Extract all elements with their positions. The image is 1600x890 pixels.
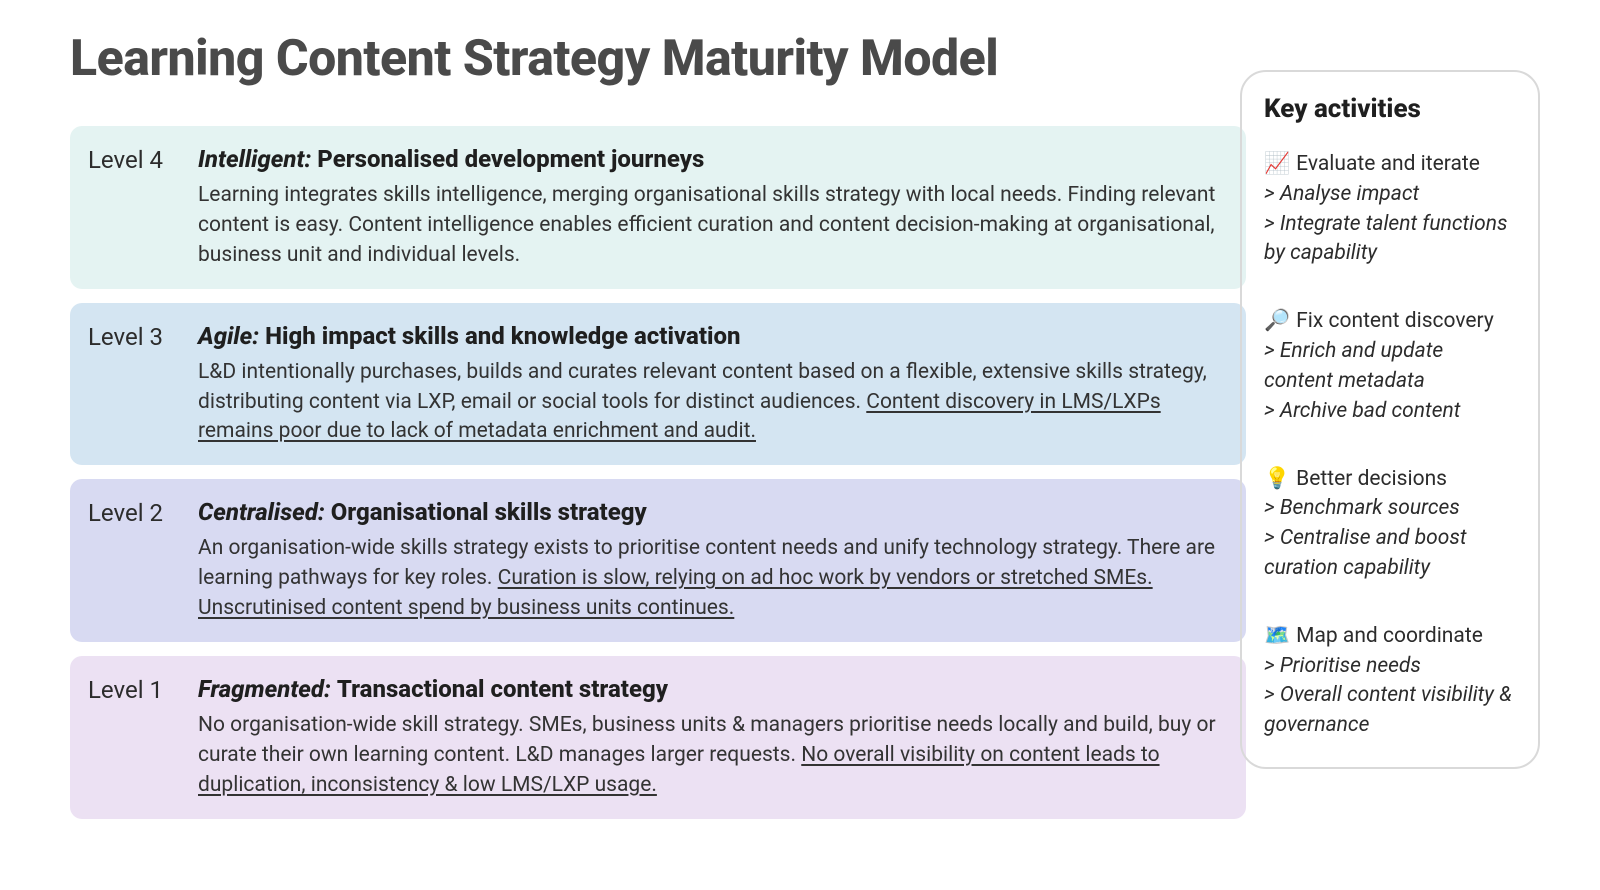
level-row-4: Level 4 Intelligent: Personalised develo… [70, 126, 1246, 289]
level-heading: Fragmented: Transactional content strate… [198, 674, 1218, 705]
level-row-2: Level 2 Centralised: Organisational skil… [70, 479, 1246, 642]
activity-sub: > Prioritise needs [1264, 652, 1516, 682]
level-tag: Agile: [198, 322, 259, 350]
activity-main: 📈 Evaluate and iterate [1264, 150, 1516, 180]
activity-sub: > Integrate talent functions by capabili… [1264, 210, 1516, 270]
level-tag: Centralised: [198, 498, 325, 526]
activity-sub: > Analyse impact [1264, 180, 1516, 210]
level-heading-text: High impact skills and knowledge activat… [265, 322, 740, 350]
activity-main: 🗺️ Map and coordinate [1264, 622, 1516, 652]
chart-icon: 📈 [1264, 150, 1290, 180]
activity-sub-text: Overall content visibility & governance [1264, 683, 1512, 737]
level-description: No organisation-wide skill strategy. SME… [198, 711, 1218, 800]
activity-sub-text: Enrich and update content metadata [1264, 339, 1443, 393]
activity-sub: > Overall content visibility & governanc… [1264, 681, 1516, 741]
magnifier-icon: 🔎 [1264, 307, 1290, 337]
levels-column: Level 4 Intelligent: Personalised develo… [70, 126, 1246, 819]
activity-sub-text: Archive bad content [1280, 399, 1461, 423]
level-heading: Agile: High impact skills and knowledge … [198, 321, 1218, 352]
level-description: An organisation-wide skills strategy exi… [198, 534, 1218, 623]
level-tag: Fragmented: [198, 675, 331, 703]
content-wrap: Level 4 Intelligent: Personalised develo… [70, 126, 1540, 819]
activity-main-text: Fix content discovery [1296, 307, 1494, 337]
level-body: Centralised: Organisational skills strat… [198, 497, 1226, 624]
activities-title: Key activities [1264, 94, 1516, 124]
activity-sub-text: Prioritise needs [1280, 654, 1421, 678]
activity-sub: > Enrich and update content metadata [1264, 337, 1516, 397]
activity-sub-text: Integrate talent functions by capability [1264, 212, 1508, 266]
level-desc-plain: Learning integrates skills intelligence,… [198, 183, 1215, 267]
level-label: Level 2 [88, 497, 198, 527]
level-tag: Intelligent: [198, 145, 311, 173]
level-heading-text: Organisational skills strategy [331, 498, 647, 526]
activity-block-level3: 🔎 Fix content discovery > Enrich and upd… [1264, 307, 1516, 426]
activity-sub: > Centralise and boost curation capabili… [1264, 524, 1516, 584]
activity-main-text: Better decisions [1296, 465, 1447, 495]
activity-main-text: Evaluate and iterate [1296, 150, 1480, 180]
activity-main-text: Map and coordinate [1296, 622, 1483, 652]
activity-sub-text: Benchmark sources [1280, 496, 1460, 520]
activities-list: 📈 Evaluate and iterate > Analyse impact … [1264, 150, 1516, 741]
level-description: L&D intentionally purchases, builds and … [198, 358, 1218, 447]
level-row-1: Level 1 Fragmented: Transactional conten… [70, 656, 1246, 819]
level-heading-text: Transactional content strategy [337, 675, 668, 703]
level-row-3: Level 3 Agile: High impact skills and kn… [70, 303, 1246, 466]
map-icon: 🗺️ [1264, 622, 1290, 652]
activity-block-level2: 💡 Better decisions > Benchmark sources >… [1264, 465, 1516, 584]
activity-block-level4: 📈 Evaluate and iterate > Analyse impact … [1264, 150, 1516, 269]
level-body: Agile: High impact skills and knowledge … [198, 321, 1226, 448]
level-body: Fragmented: Transactional content strate… [198, 674, 1226, 801]
lightbulb-icon: 💡 [1264, 465, 1290, 495]
activity-main: 💡 Better decisions [1264, 465, 1516, 495]
activity-block-level1: 🗺️ Map and coordinate > Prioritise needs… [1264, 622, 1516, 741]
level-heading: Intelligent: Personalised development jo… [198, 144, 1218, 175]
level-description: Learning integrates skills intelligence,… [198, 181, 1218, 270]
level-label: Level 3 [88, 321, 198, 351]
level-heading-text: Personalised development journeys [317, 145, 704, 173]
activity-sub-text: Centralise and boost curation capability [1264, 526, 1467, 580]
activity-main: 🔎 Fix content discovery [1264, 307, 1516, 337]
activity-sub: > Archive bad content [1264, 397, 1516, 427]
level-body: Intelligent: Personalised development jo… [198, 144, 1226, 271]
activity-sub-text: Analyse impact [1280, 182, 1419, 206]
activities-panel: Key activities 📈 Evaluate and iterate > … [1240, 70, 1540, 769]
level-label: Level 1 [88, 674, 198, 704]
activity-sub: > Benchmark sources [1264, 494, 1516, 524]
level-label: Level 4 [88, 144, 198, 174]
level-heading: Centralised: Organisational skills strat… [198, 497, 1218, 528]
